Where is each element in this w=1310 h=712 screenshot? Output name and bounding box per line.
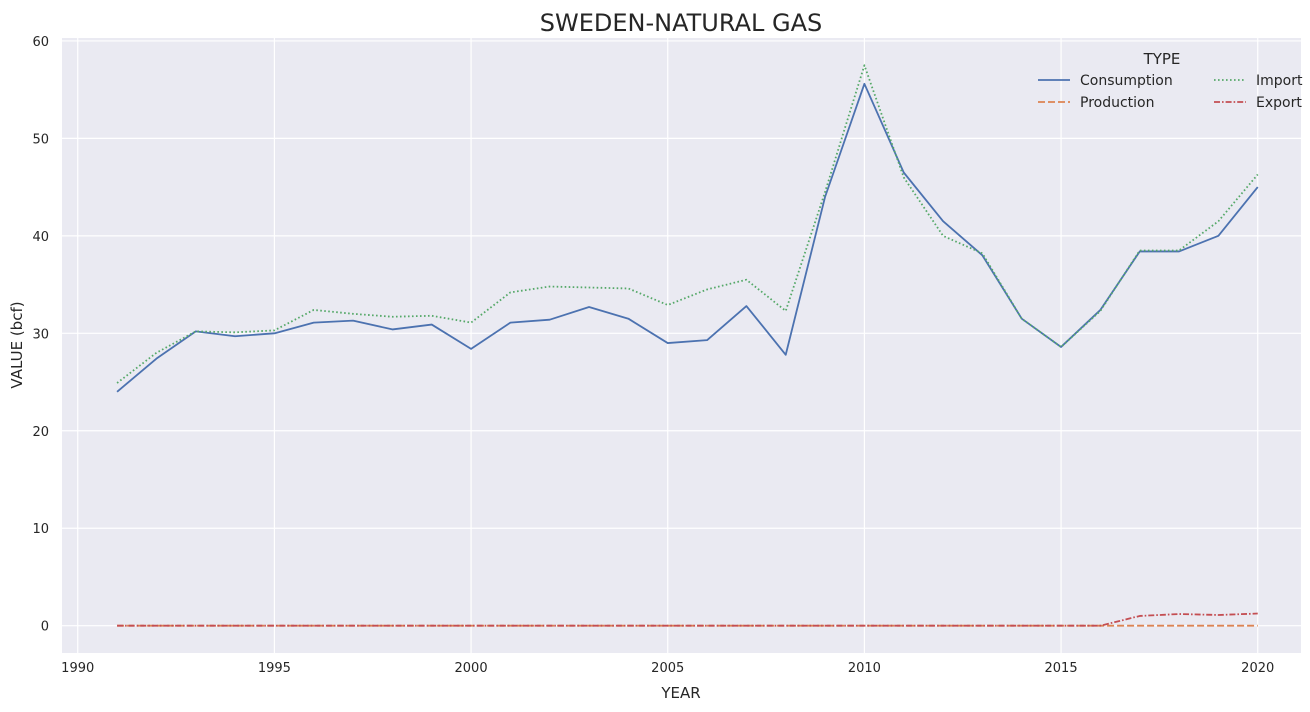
x-tick-label: 2020 <box>1241 661 1274 676</box>
y-axis-label: VALUE (bcf) <box>8 301 26 388</box>
chart-title: SWEDEN-NATURAL GAS <box>540 9 823 37</box>
x-tick-label: 1995 <box>258 661 291 676</box>
y-tick-label: 40 <box>32 230 49 245</box>
legend-label-consumption: Consumption <box>1080 73 1173 89</box>
y-tick-label: 20 <box>32 425 49 440</box>
x-tick-labels: 1990 1995 2000 2005 2010 2015 2020 <box>61 661 1274 676</box>
x-tick-label: 2005 <box>651 661 684 676</box>
x-tick-label: 2000 <box>455 661 488 676</box>
x-tick-label: 1990 <box>61 661 94 676</box>
legend: TYPE Consumption Production Import Export <box>1038 50 1303 111</box>
series-lines <box>116 64 1259 627</box>
y-tick-labels: 0 10 20 30 40 50 60 <box>32 35 49 635</box>
legend-label-import: Import <box>1256 73 1303 89</box>
y-tick-label: 10 <box>32 522 49 537</box>
series-line-consumption <box>116 82 1259 393</box>
x-tick-label: 2010 <box>848 661 881 676</box>
legend-label-export: Export <box>1256 95 1302 111</box>
legend-label-production: Production <box>1080 95 1154 111</box>
x-tick-label: 2015 <box>1045 661 1078 676</box>
y-tick-label: 0 <box>41 620 49 635</box>
plot-background <box>62 38 1301 653</box>
series-line-export <box>117 612 1258 627</box>
x-axis-label: YEAR <box>660 684 700 702</box>
y-tick-label: 60 <box>32 35 49 50</box>
legend-title: TYPE <box>1143 50 1181 68</box>
y-tick-label: 50 <box>32 132 49 147</box>
y-tick-label: 30 <box>32 327 49 342</box>
